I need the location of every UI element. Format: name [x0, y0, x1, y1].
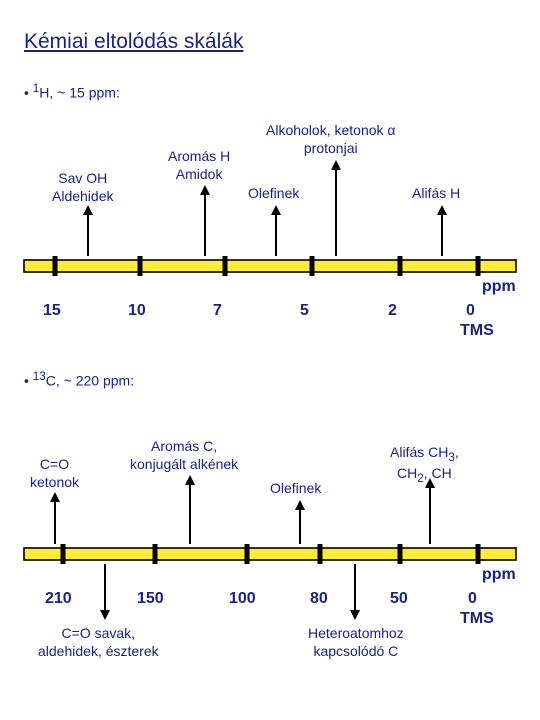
scale2-up-label-0: C=Oketonok [30, 456, 79, 491]
scale2-up-label-1: Aromás C,konjugált alkének [130, 438, 238, 473]
scale2-tick-3: 80 [310, 590, 328, 608]
scale2-ppm: ppm [482, 566, 516, 584]
scale2-down-label-0: C=O savak,aldehidek, észterek [38, 625, 159, 660]
scale2-up-label-3: Alifás CH3,CH2, CH [390, 444, 459, 487]
scale2-tick-2: 100 [229, 590, 256, 608]
scale2-tick-5: 0 [468, 590, 477, 608]
scale2-up-label-2: Olefinek [270, 480, 321, 498]
scale2-tms: TMS [460, 610, 494, 628]
scale2-tick-0: 210 [45, 590, 72, 608]
scale2-diagram [0, 0, 540, 720]
scale2-tick-4: 50 [390, 590, 408, 608]
scale2-down-label-1: Heteroatomhozkapcsolódó C [308, 625, 404, 660]
scale2-tick-1: 150 [137, 590, 164, 608]
